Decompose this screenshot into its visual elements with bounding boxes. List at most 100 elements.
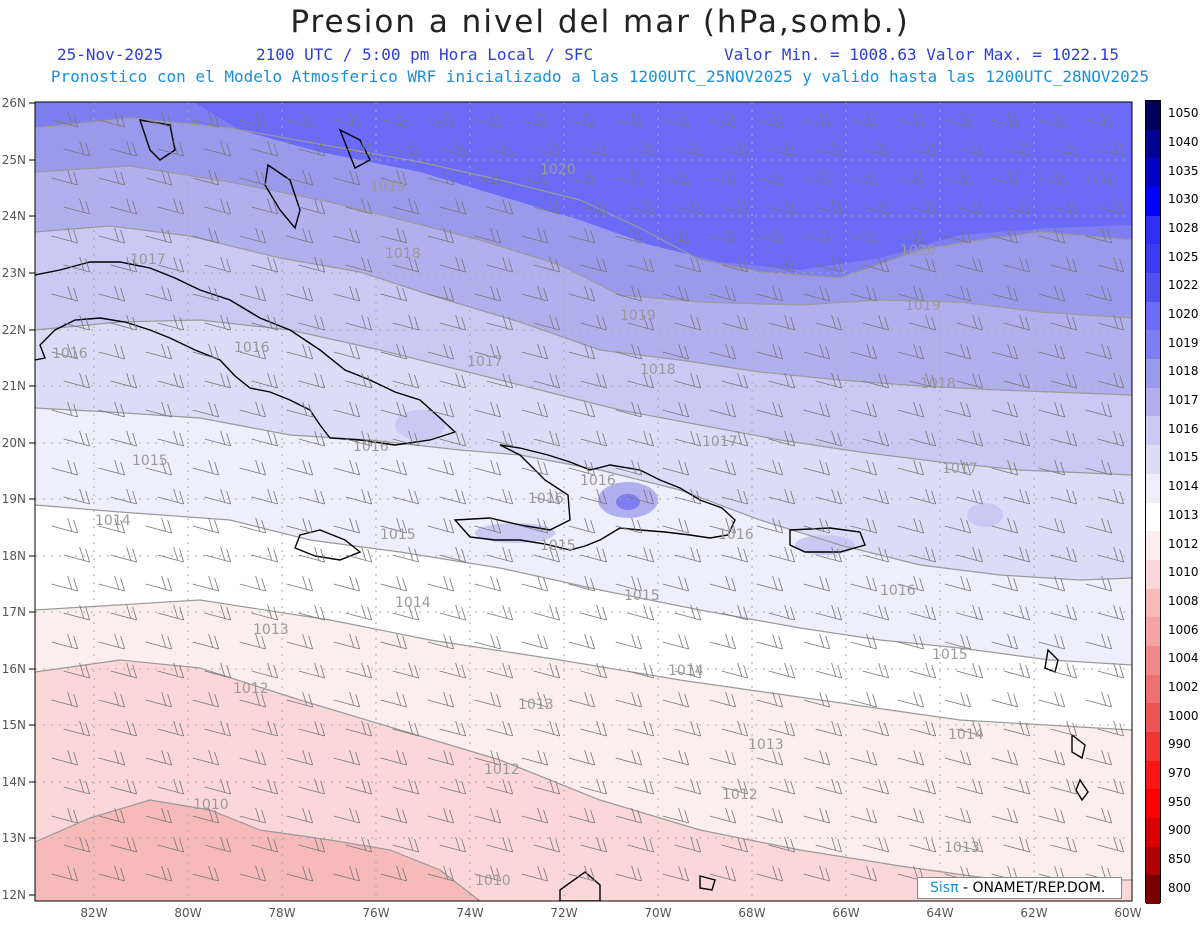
wind-barb [944,691,972,708]
wind-barb [815,430,843,447]
contour-label: 1014 [95,513,131,529]
wind-barb [909,778,937,795]
wind-barb [580,604,608,621]
wind-barb [803,343,831,360]
wind-barb [427,633,455,650]
colorbar-swatch [1146,416,1160,446]
wind-barb [1097,546,1125,563]
colorbar-swatch [1146,617,1160,647]
wind-barb [439,256,467,273]
wind-barb [768,488,796,505]
wind-barb [580,430,608,447]
wind-barb [51,749,79,766]
wind-barb [756,633,784,650]
wind-barb [615,285,643,302]
colorbar-swatch [1146,731,1160,762]
wind-barb [474,633,502,650]
wind-barb [145,691,173,708]
colorbar-swatch [1146,330,1160,360]
wind-barb [803,227,831,244]
colorbar-label: 1020 [1168,307,1199,322]
wind-barb [815,836,843,853]
wind-barb [380,575,408,592]
wind-barb [850,169,878,186]
wind-barb [627,720,655,737]
wind-barb [850,459,878,476]
wind-barb [204,662,232,679]
wind-barb [709,169,737,186]
wind-barb [392,662,420,679]
wind-barb [944,575,972,592]
wind-barb [533,604,561,621]
wind-barb [568,865,596,882]
wind-barb [380,749,408,766]
wind-barb [380,343,408,360]
colorbar-swatch [1146,760,1160,790]
colorbar-swatch [1146,817,1160,848]
wind-barb [251,488,279,505]
colorbar-swatch [1146,531,1160,561]
wind-barb [627,604,655,621]
martinique-coast [1071,733,1086,760]
wind-barb [63,198,91,215]
wind-barb [850,749,878,766]
wind-barb [110,198,138,215]
wind-barb [674,720,702,737]
wind-barb [1038,517,1066,534]
wind-barb [1050,430,1078,447]
wind-barb [110,314,138,331]
wind-barb [439,778,467,795]
wind-barb [674,372,702,389]
wind-barb [756,111,784,128]
wind-barb [1097,662,1125,679]
colorbar-label: 1016 [1168,421,1199,436]
wind-barb [615,807,643,824]
wind-barb [239,169,267,186]
wind-barb [991,749,1019,766]
wind-barb [204,140,232,157]
wind-barb [721,604,749,621]
wind-barb [1097,604,1125,621]
wind-barb [627,546,655,563]
wind-barb [345,720,373,737]
wind-barb [709,227,737,244]
colorbar-swatch [1146,158,1160,188]
wind-barb [439,604,467,621]
wind-barb [1085,343,1113,360]
wind-barb [1085,401,1113,418]
contour-label: 1012 [484,762,520,778]
wind-barb [51,401,79,418]
wind-barb [909,140,937,157]
lon-label: 76W [362,906,389,920]
wind-barb [521,575,549,592]
colorbar-label: 900 [1168,823,1191,838]
wind-barb [568,169,596,186]
wind-barb [721,314,749,331]
wind-barb [427,343,455,360]
wind-barbs [51,111,1125,882]
wind-barb [674,314,702,331]
wind-barb [298,662,326,679]
wind-barb [709,285,737,302]
wind-barb [204,720,232,737]
wind-barb [568,343,596,360]
colorbar-swatch [1146,502,1160,532]
wind-barb [756,169,784,186]
wind-barb [944,285,972,302]
lon-label: 60W [1114,906,1141,920]
wind-barb [157,488,185,505]
contour-label: 1016 [234,340,270,356]
wind-barb [474,401,502,418]
wind-barb [1097,314,1125,331]
wind-barb [662,575,690,592]
wind-barb [897,401,925,418]
lat-label: 17N [2,605,26,619]
wind-barb [63,662,91,679]
wind-barb [756,401,784,418]
wind-barb [486,198,514,215]
wind-barb [721,198,749,215]
wind-barb [98,517,126,534]
wind-barb [662,517,690,534]
wind-barb [803,749,831,766]
wind-barb [944,807,972,824]
